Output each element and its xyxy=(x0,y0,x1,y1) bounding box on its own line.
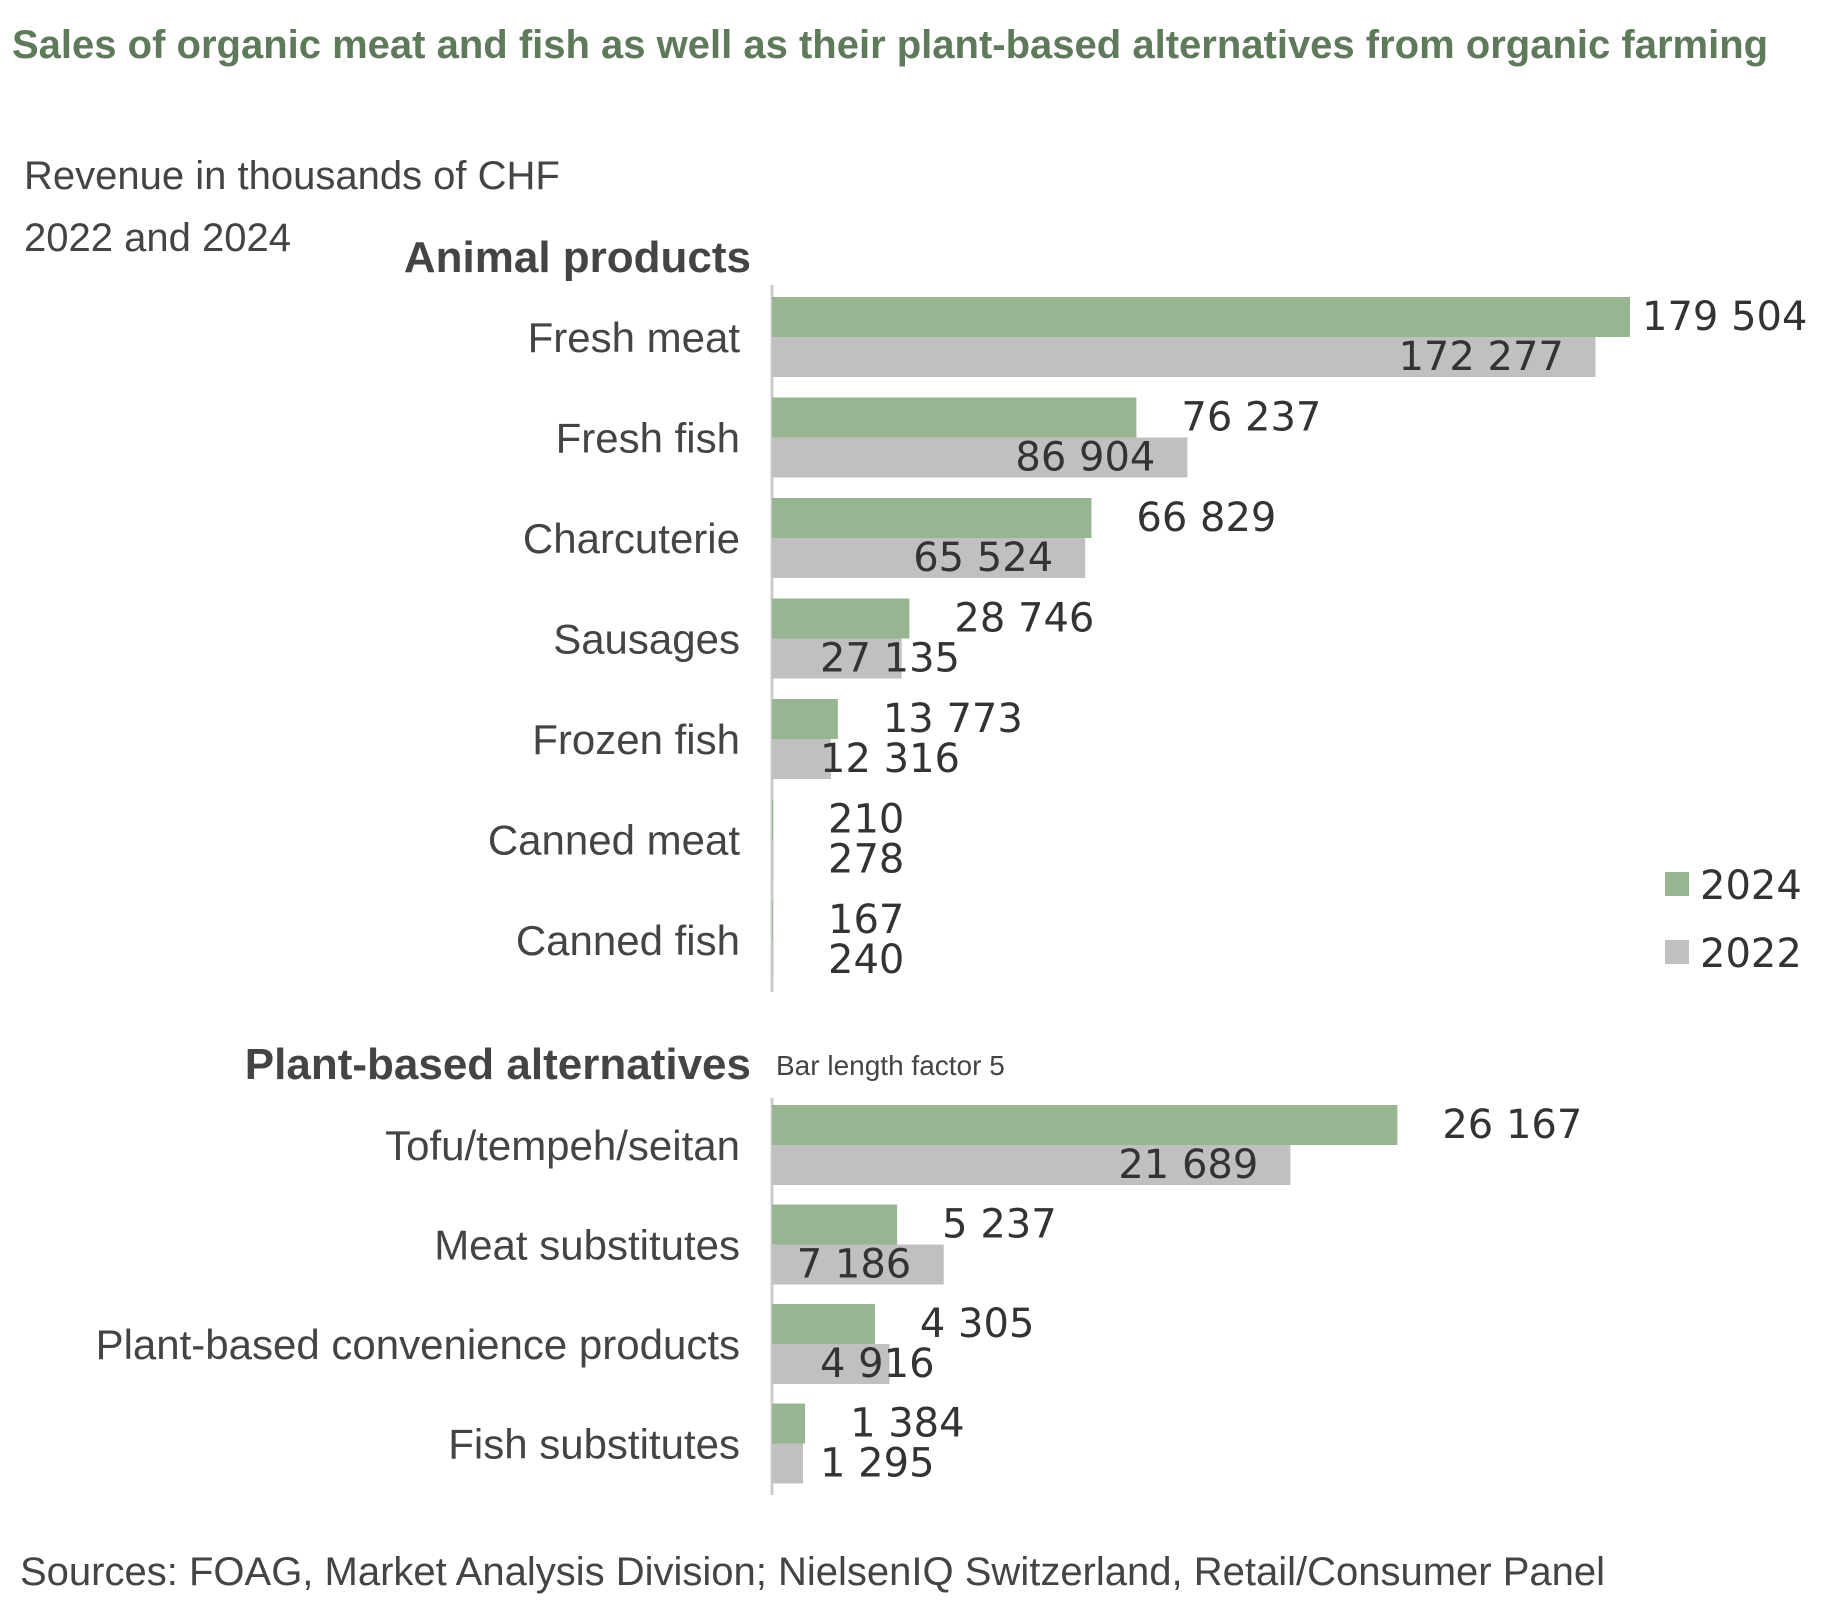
category-label: Sausages xyxy=(553,616,740,663)
data-label-2024: 5 237 xyxy=(942,1202,1057,1248)
category-label: Fish substitutes xyxy=(448,1421,740,1468)
data-label-2022: 86 904 xyxy=(1015,435,1155,481)
chart-subtitle-unit: Revenue in thousands of CHF xyxy=(24,154,560,198)
bar-2022 xyxy=(772,538,1086,578)
bar-2022 xyxy=(772,839,774,880)
data-label-2022: 1 295 xyxy=(820,1441,935,1487)
data-label-2022: 4 916 xyxy=(820,1341,935,1387)
data-label-2024: 167 xyxy=(828,897,904,943)
data-label-2022: 27 135 xyxy=(820,636,960,682)
category-label: Plant-based convenience products xyxy=(96,1321,740,1368)
bar-length-note: Bar length factor 5 xyxy=(776,1050,1005,1081)
category-label: Tofu/tempeh/seitan xyxy=(385,1122,740,1169)
bar-2022 xyxy=(772,638,902,679)
data-label-2022: 21 689 xyxy=(1118,1142,1258,1188)
data-label-2022: 172 277 xyxy=(1398,334,1563,380)
bar-2022 xyxy=(772,940,774,980)
bar-2022 xyxy=(772,1145,1291,1185)
bar-2024 xyxy=(772,1403,806,1444)
bar-2024 xyxy=(772,297,1630,337)
bar-2022 xyxy=(772,1443,803,1484)
bar-2024 xyxy=(772,799,774,840)
legend-swatch-2024 xyxy=(1665,872,1689,896)
category-label: Canned fish xyxy=(516,917,740,964)
category-label: Fresh fish xyxy=(556,415,740,462)
bar-2022 xyxy=(772,739,831,779)
legend-swatch-2022 xyxy=(1665,940,1689,964)
data-label-2024: 76 237 xyxy=(1181,395,1321,441)
data-label-2024: 13 773 xyxy=(883,696,1023,742)
category-label: Charcuterie xyxy=(523,515,740,562)
data-label-2024: 210 xyxy=(828,797,904,843)
category-label: Meat substitutes xyxy=(434,1222,740,1269)
data-label-2024: 179 504 xyxy=(1642,294,1807,340)
data-label-2022: 7 186 xyxy=(797,1242,912,1288)
data-label-2024: 26 167 xyxy=(1442,1102,1582,1148)
section-title-animal: Animal products xyxy=(403,233,751,282)
bar-2024 xyxy=(772,397,1137,438)
data-label-2022: 278 xyxy=(828,837,904,883)
category-label: Canned meat xyxy=(488,817,740,864)
bar-2024 xyxy=(772,498,1092,538)
data-label-2022: 12 316 xyxy=(820,736,960,782)
section-title-plant: Plant-based alternatives xyxy=(244,1040,751,1089)
bar-2024 xyxy=(772,900,773,940)
data-label-2022: 65 524 xyxy=(913,535,1053,581)
data-label-2024: 1 384 xyxy=(850,1401,965,1447)
bar-2022 xyxy=(772,1344,890,1384)
data-label-2024: 28 746 xyxy=(954,596,1094,642)
chart-title: Sales of organic meat and fish as well a… xyxy=(12,23,1769,67)
bar-2024 xyxy=(772,598,910,639)
legend-label-2024: 2024 xyxy=(1700,863,1802,909)
data-label-2024: 4 305 xyxy=(920,1301,1035,1347)
bar-2022 xyxy=(772,1244,944,1285)
bar-2022 xyxy=(772,437,1188,478)
source-note: Sources: FOAG, Market Analysis Division;… xyxy=(20,1550,1606,1594)
bar-2024 xyxy=(772,699,838,739)
chart-subtitle-years: 2022 and 2024 xyxy=(24,216,291,260)
bar-2024 xyxy=(772,1304,875,1344)
data-label-2024: 66 829 xyxy=(1136,495,1276,541)
data-label-2022: 240 xyxy=(828,937,904,983)
bar-2024 xyxy=(772,1105,1398,1145)
category-label: Frozen fish xyxy=(532,716,740,763)
bar-2022 xyxy=(772,337,1596,377)
bar-2024 xyxy=(772,1204,898,1245)
legend-label-2022: 2022 xyxy=(1700,931,1802,977)
category-label: Fresh meat xyxy=(528,314,741,361)
